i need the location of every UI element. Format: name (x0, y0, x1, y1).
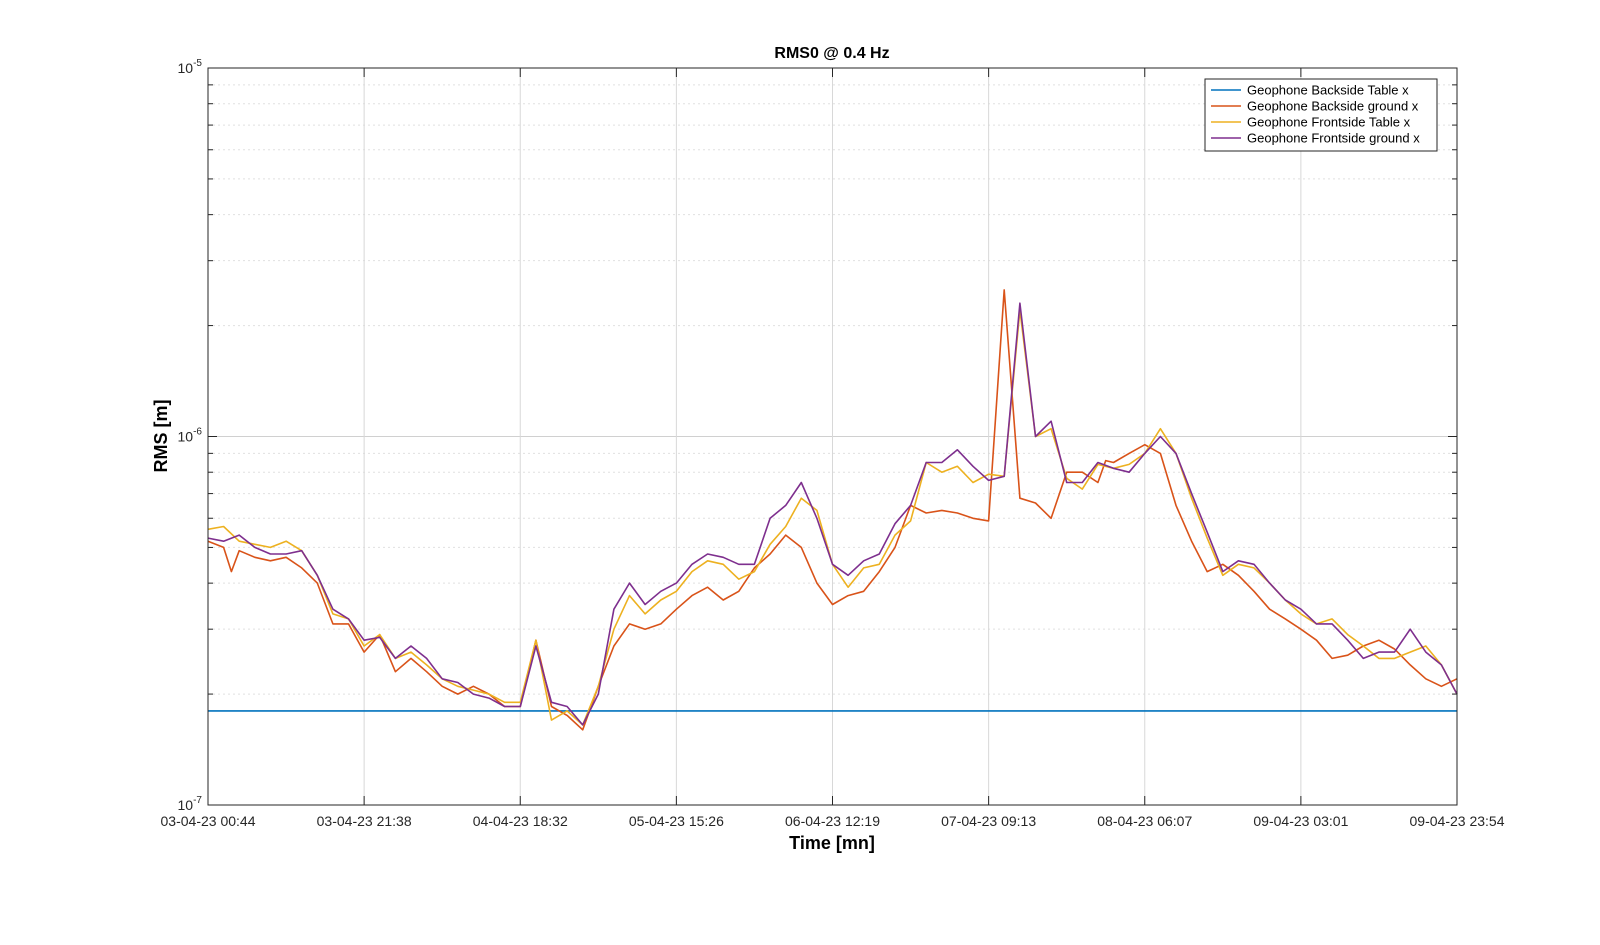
series-line-2 (207, 289, 1458, 731)
x-tick-label: 05-04-23 15:26 (629, 813, 724, 829)
x-tick-labels: 03-04-23 00:44 03-04-23 21:38 04-04-23 18:… (161, 813, 1505, 829)
legend-label: Geophone Backside Table x (1247, 83, 1409, 98)
y-tick-label: 10-6 (178, 427, 203, 445)
x-tick-label: 03-04-23 00:44 (161, 813, 256, 829)
legend-label: Geophone Frontside Table x (1247, 115, 1411, 130)
x-tick-label: 07-04-23 09:13 (941, 813, 1036, 829)
ticks-layer (207, 67, 1458, 806)
legend-box (1204, 78, 1438, 152)
y-tick-exponent: -7 (193, 795, 202, 806)
y-tick-label: 10-5 (178, 58, 203, 76)
y-axis-label: RMS [m] (151, 400, 171, 473)
legend-label: Geophone Frontside ground x (1247, 131, 1420, 146)
y-tick-exponent: -5 (193, 58, 202, 69)
x-tick-label: 09-04-23 03:01 (1253, 813, 1348, 829)
y-tick-base: 10 (178, 60, 194, 76)
chart-title: RMS0 @ 0.4 Hz (774, 45, 889, 62)
x-tick-label: 08-04-23 06:07 (1097, 813, 1192, 829)
x-tick-label: 06-04-23 12:19 (785, 813, 880, 829)
y-tick-base: 10 (178, 797, 194, 813)
series-layer (207, 289, 1458, 731)
x-tick-label: 09-04-23 23:54 (1410, 813, 1505, 829)
y-tick-base: 10 (178, 429, 194, 445)
series-line-4 (207, 302, 1458, 726)
y-tick-labels: 10-710-610-5 (178, 58, 203, 813)
x-tick-label: 04-04-23 18:32 (473, 813, 568, 829)
x-axis-label: Time [mn] (789, 833, 875, 853)
x-tick-label: 03-04-23 21:38 (317, 813, 412, 829)
y-tick-exponent: -6 (193, 427, 202, 438)
legend-label: Geophone Backside ground x (1247, 99, 1419, 114)
y-tick-label: 10-7 (178, 795, 203, 813)
